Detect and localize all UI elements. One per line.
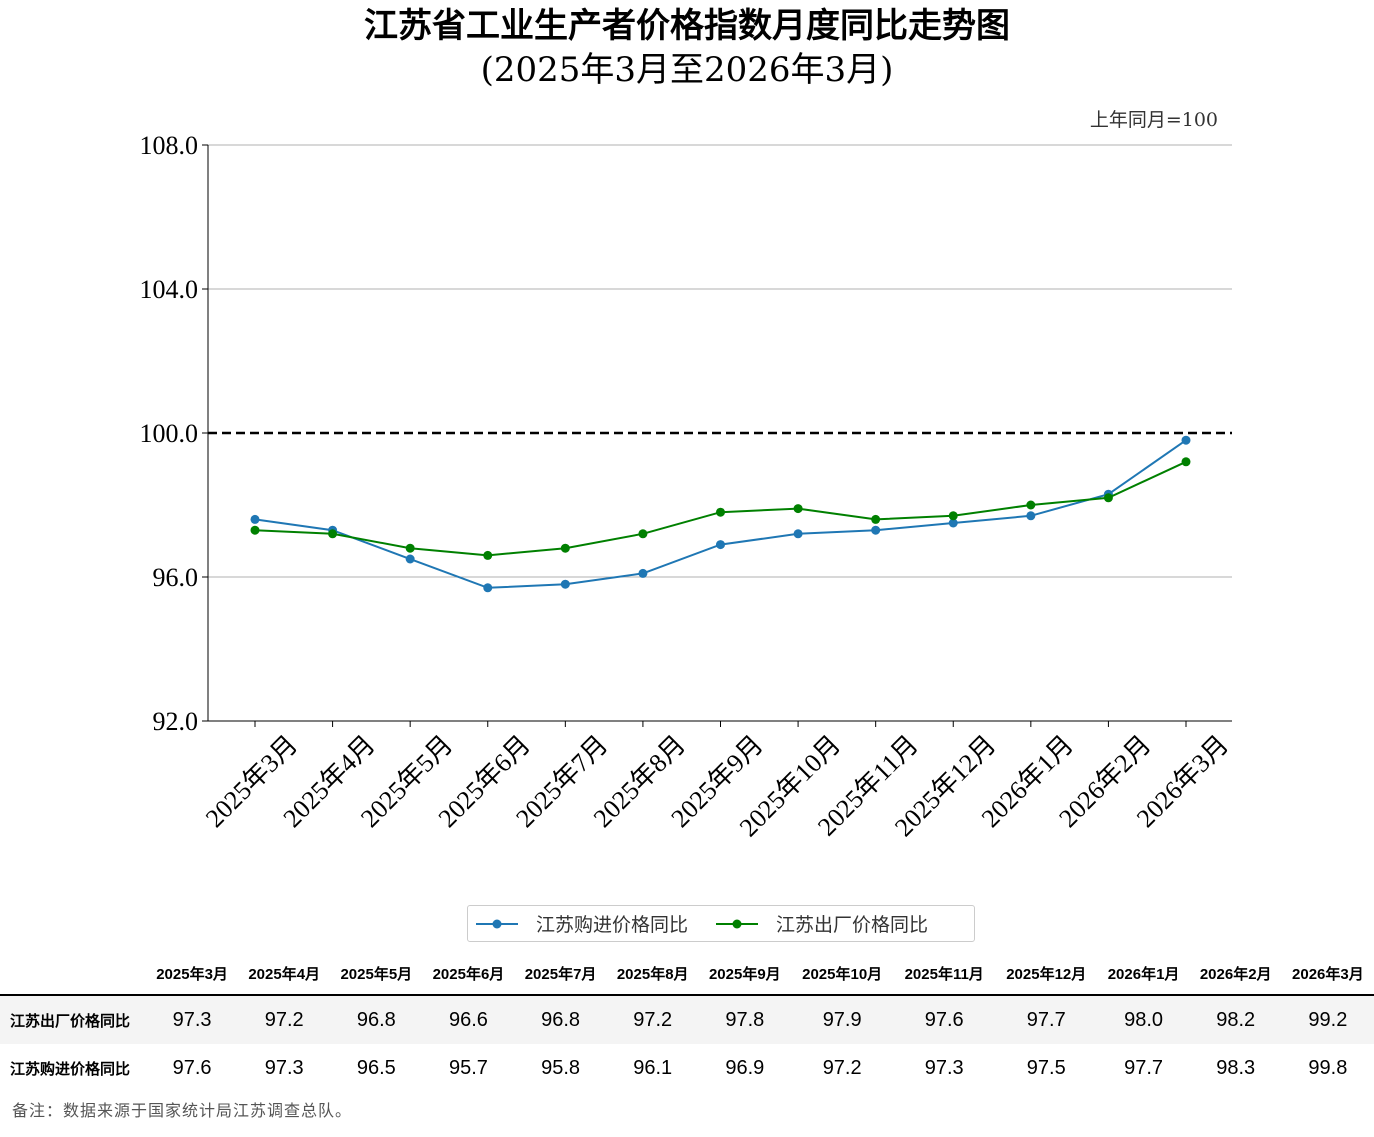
table-header-cell: 2025年12月: [994, 952, 1098, 996]
table-cell: 98.2: [1189, 995, 1282, 1044]
line-chart: 上年同月=10092.096.0100.0104.0108.02025年3月20…: [140, 109, 1235, 842]
y-tick-label: 96.0: [153, 563, 199, 592]
table-cell: 95.7: [448, 1056, 488, 1079]
table-row: 江苏出厂价格同比 97.3 97.2 96.8 96.6 96.8 97.2 97.8 97.9…: [0, 995, 1374, 1044]
table-cell: 97.3: [146, 995, 239, 1044]
table-header-cell: 2025年5月: [330, 952, 423, 996]
table-cell: 97.6: [172, 1056, 212, 1079]
table-header-cell: 2025年10月: [790, 952, 894, 996]
table-header-cell: 2025年3月: [146, 952, 239, 996]
data-point: [250, 525, 260, 535]
data-point: [560, 579, 570, 589]
data-point: [793, 504, 803, 514]
table-cell: 99.2: [1281, 995, 1374, 1044]
data-point: [483, 550, 493, 560]
legend-label: 江苏购进价格同比: [536, 914, 689, 936]
source-note: 备注：数据来源于国家统计局江苏调查总队。: [12, 1101, 353, 1120]
table-cell: 97.2: [606, 995, 699, 1044]
row-label: 江苏购进价格同比: [10, 1060, 131, 1078]
y-tick-label: 104.0: [140, 275, 199, 304]
data-point: [483, 583, 493, 593]
table-cell: 97.9: [790, 995, 894, 1044]
data-point: [1181, 435, 1191, 445]
data-point: [638, 568, 648, 578]
table-cell: 96.5: [356, 1056, 396, 1079]
legend-marker-icon: [716, 919, 759, 928]
table-cell: 97.2: [822, 1056, 862, 1079]
row-label: 江苏出厂价格同比: [0, 995, 146, 1044]
table-header-cell: 2026年3月: [1281, 952, 1374, 996]
chart-title-main: 江苏省工业生产者价格指数月度同比走势图: [364, 6, 1010, 46]
unit-note: 上年同月=100: [1090, 109, 1218, 131]
legend-label: 江苏出厂价格同比: [776, 914, 929, 936]
data-table: 2025年3月 2025年4月 2025年5月 2025年6月 2025年7月 2025年…: [0, 952, 1374, 1092]
table-cell: 97.6: [893, 995, 995, 1044]
table-cell: 97.5: [1026, 1056, 1066, 1079]
table-cell: 96.8: [330, 995, 423, 1044]
data-point: [948, 518, 958, 528]
data-point: [405, 543, 415, 553]
legend-item-0: 江苏购进价格同比: [474, 910, 688, 937]
table-header-cell: 2025年8月: [606, 952, 699, 996]
table-header-cell: 2025年6月: [422, 952, 515, 996]
legend-item-1: 江苏出厂价格同比: [714, 910, 928, 937]
table-cell: 98.0: [1097, 995, 1190, 1044]
table-cell: 96.8: [514, 995, 607, 1044]
data-point: [250, 514, 260, 524]
table-header-cell: 2026年1月: [1097, 952, 1190, 996]
table-cell: 96.6: [422, 995, 515, 1044]
data-point: [948, 511, 958, 521]
chart-subtitle: (2025年3月至2026年3月): [480, 50, 894, 90]
table-cell: 97.7: [1124, 1056, 1164, 1079]
data-point: [1026, 500, 1036, 510]
table-cell: 97.2: [238, 995, 331, 1044]
y-tick-label: 108.0: [140, 131, 199, 160]
table-header-cell: 2025年9月: [698, 952, 791, 996]
chart-title: 江苏省工业生产者价格指数月度同比走势图 (2025年3月至2026年3月): [0, 4, 1374, 92]
table-header-cell: 2025年11月: [893, 952, 995, 996]
y-tick-label: 92.0: [153, 707, 199, 736]
table-cell: 97.7: [994, 995, 1098, 1044]
table-cell: 97.8: [698, 995, 791, 1044]
data-point: [1181, 457, 1191, 467]
legend-marker-icon: [476, 919, 518, 928]
table-cell: 95.8: [541, 1056, 581, 1079]
table-row: 江苏购进价格同比 97.6 97.3 96.5 95.7 95.8 96.1 96.9 97.2…: [0, 1044, 1374, 1092]
table-corner: [0, 952, 146, 996]
table-cell: 98.3: [1216, 1056, 1256, 1079]
data-point: [328, 529, 338, 539]
table-header-cell: 2025年7月: [514, 952, 607, 996]
data-point: [793, 529, 803, 539]
y-tick-label: 100.0: [140, 419, 199, 448]
data-point: [1026, 511, 1036, 521]
table-cell: 97.3: [924, 1056, 964, 1079]
data-point: [871, 525, 881, 535]
data-point: [560, 543, 570, 553]
table-cell: 99.8: [1308, 1056, 1348, 1079]
data-point: [1103, 493, 1113, 503]
table-cell: 96.1: [633, 1056, 673, 1079]
table-header-cell: 2025年4月: [238, 952, 331, 996]
data-point: [716, 540, 725, 550]
data-point: [405, 554, 415, 564]
data-point: [871, 514, 881, 524]
legend: 江苏购进价格同比 江苏出厂价格同比: [467, 905, 975, 942]
table-cell: 97.3: [264, 1056, 304, 1079]
table-cell: 96.9: [725, 1056, 765, 1079]
data-point: [638, 529, 648, 539]
table-header-cell: 2026年2月: [1189, 952, 1282, 996]
data-point: [716, 507, 725, 517]
